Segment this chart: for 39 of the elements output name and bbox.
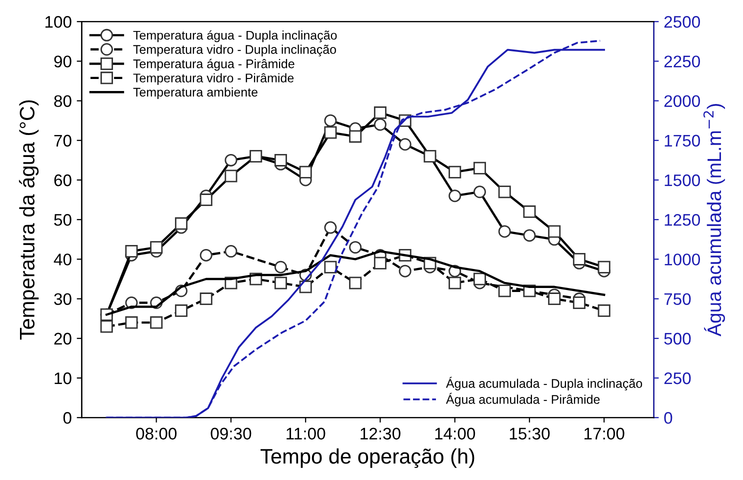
y-tick-label: 30 [54,293,72,306]
y-tick-label: 40 [54,254,72,266]
legend-label: Temperatura vidro - Pirâmide [133,73,294,85]
y-axis-title: Temperatura da água (°C) [18,100,39,340]
x-axis-title: Tempo de operação (h) [260,448,474,468]
legend-label: Temperatura água - Dupla inclinação [133,30,337,42]
x-tick-label: 14:00 [435,428,476,440]
y-tick-label: 0 [63,412,72,424]
y-tick-label: 50 [54,214,72,226]
x-tick-label: 08:00 [136,428,177,440]
y2-tick-label: 750 [664,293,691,306]
y-tick-label: 100 [45,16,72,28]
x-tick-label: 12:30 [360,428,400,440]
y-tick-label: 80 [54,95,72,108]
y2-tick-label: 1750 [664,134,700,147]
legend-label: Temperatura água - Pirâmide [133,58,294,71]
x-tick-label: 15:30 [510,428,550,440]
y-tick-label: 10 [54,372,72,384]
x-tick-label: 09:30 [210,428,252,440]
y2-tick-label: 500 [664,332,691,345]
y-tick-label: 20 [54,332,72,345]
y2-tick-label: 1500 [664,174,700,186]
x-tick-label: 17:00 [584,428,624,440]
y-tick-label: 60 [54,174,72,186]
y2-tick-label: 1000 [664,254,700,266]
legend-label: Água acumulada - Pirâmide [446,392,600,406]
y2-tick-label: 2500 [664,16,700,28]
y-tick-label: 70 [54,134,72,147]
y-tick-label: 90 [54,56,72,68]
x-tick-label: 11:00 [286,428,326,440]
y2-tick-label: 2000 [664,95,700,108]
y2-tick-label: 2250 [664,56,700,68]
legend-label: Água acumulada - Dupla inclinação [446,376,642,390]
legend-label: Temperatura ambiente [133,87,258,100]
y2-tick-label: 1250 [664,214,700,226]
legend-label: Temperatura vidro - Dupla inclinação [133,44,336,56]
y2-axis-title: Água acumulada (mL.m$^{−2}$) [703,104,725,336]
y2-tick-label: 250 [664,372,691,384]
y2-tick-label: 0 [664,412,672,424]
